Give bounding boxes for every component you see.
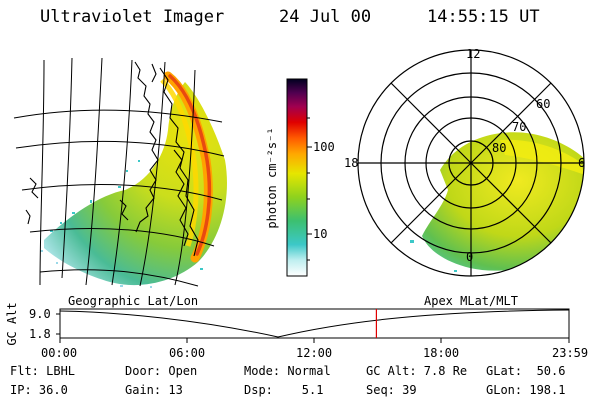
lat-label-70: 70	[512, 120, 527, 134]
timeline-tick-1800: 18:00	[423, 346, 460, 360]
timeline-tick-0000: 00:00	[41, 346, 78, 360]
door-status: Door: Open	[125, 364, 198, 378]
timeline-tick-2359: 23:59	[552, 346, 589, 360]
seq-status: Seq: 39	[366, 383, 417, 397]
app-title: Ultraviolet Imager	[40, 7, 225, 27]
ip-status: IP: 36.0	[10, 383, 68, 397]
lat-label-60: 60	[536, 97, 551, 111]
timeline-ymax: 9.0	[29, 307, 51, 321]
timeline-tick-1200: 12:00	[296, 346, 333, 360]
filter-status: Flt: LBHL	[10, 364, 76, 378]
mlt-label-0: 0	[466, 250, 474, 264]
time-label: 14:55:15 UT	[427, 7, 540, 27]
gain-status: Gain: 13	[125, 383, 183, 397]
lat-label-80: 80	[492, 141, 507, 155]
mlt-label-18: 18	[344, 156, 359, 170]
geographic-label: Geographic Lat/Lon	[68, 294, 199, 308]
timeline-ymin: 1.8	[29, 327, 51, 341]
colorbar-unit-label: photon cm⁻²s⁻¹	[265, 127, 279, 229]
mlt-label-6: 6	[578, 156, 586, 170]
mode-status: Mode: Normal	[244, 364, 331, 378]
altitude-timeline	[56, 308, 570, 343]
apex-label: Apex MLat/MLT	[424, 294, 518, 308]
gc-alt-status: GC Alt: 7.8 Re	[366, 364, 468, 378]
glon-status: GLon: 198.1	[486, 383, 566, 397]
timeline-tick-0600: 06:00	[169, 346, 206, 360]
mlt-label-12: 12	[466, 47, 481, 61]
dsp-status: Dsp: 5.1	[244, 383, 324, 397]
colorbar-tick-10: 10	[313, 227, 328, 241]
glat-status: GLat: 50.6	[486, 364, 566, 378]
date-label: 24 Jul 00	[279, 7, 372, 27]
colorbar-tick-100: 100	[313, 140, 335, 154]
polar-plot	[357, 49, 585, 277]
color-bar	[286, 78, 312, 277]
geographic-map	[13, 57, 227, 288]
timeline-ylabel: GC Alt	[5, 302, 19, 346]
